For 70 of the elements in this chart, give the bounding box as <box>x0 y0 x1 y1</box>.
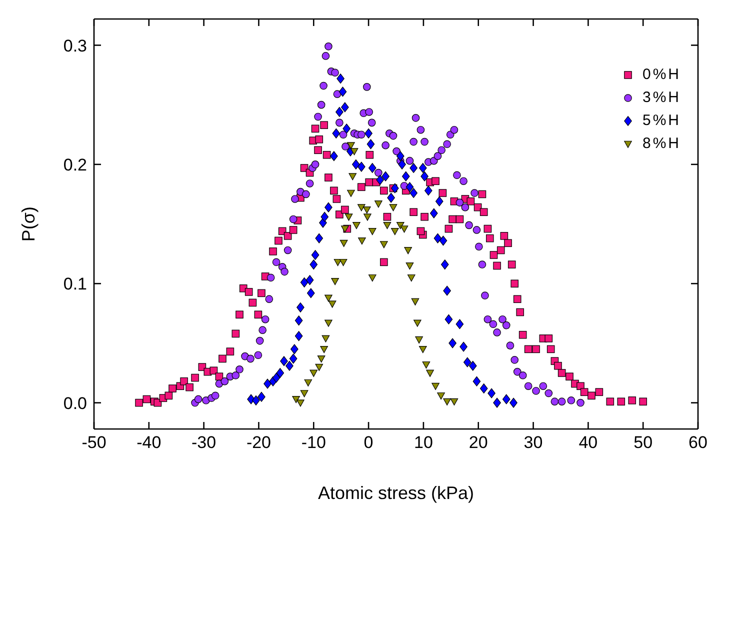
x-tick-label: 50 <box>634 433 653 452</box>
point <box>422 361 430 369</box>
point <box>310 370 318 377</box>
x-tick-label: 30 <box>524 433 543 452</box>
point <box>364 214 372 221</box>
point <box>380 241 388 248</box>
point <box>347 190 355 197</box>
x-tick-label: -30 <box>192 433 216 452</box>
legend-label: 0%H <box>642 66 681 83</box>
y-tick-label: 0.1 <box>63 274 87 294</box>
point <box>383 222 392 230</box>
point <box>432 382 440 390</box>
point <box>414 320 422 327</box>
legend-label: 3%H <box>642 89 681 106</box>
point <box>317 356 326 363</box>
point <box>322 335 330 342</box>
point <box>304 379 312 386</box>
x-tick-label: 0 <box>364 433 374 452</box>
point <box>324 320 332 327</box>
point <box>400 226 408 233</box>
point <box>404 247 412 254</box>
x-tick-label: -10 <box>301 433 326 452</box>
point <box>348 173 357 180</box>
point <box>347 142 355 150</box>
point <box>374 200 382 208</box>
point <box>334 258 342 266</box>
x-tick-label: 60 <box>688 433 708 452</box>
point <box>426 370 434 377</box>
point <box>443 398 451 406</box>
legend-label: 5%H <box>642 112 681 129</box>
point <box>411 298 420 306</box>
point <box>415 336 423 344</box>
point <box>358 204 366 212</box>
x-tick-label: 20 <box>468 433 488 452</box>
point <box>328 300 336 308</box>
point <box>358 238 366 245</box>
point <box>419 346 427 354</box>
point <box>391 228 399 236</box>
point <box>339 258 348 266</box>
x-tick-label: -50 <box>82 433 106 452</box>
legend-label: 8%H <box>642 135 681 152</box>
point <box>368 228 376 236</box>
point <box>292 396 300 404</box>
x-tick-label: -40 <box>136 433 162 452</box>
point <box>389 204 398 212</box>
point <box>331 278 339 286</box>
point <box>450 398 458 406</box>
point <box>324 294 332 302</box>
point <box>300 390 308 398</box>
point <box>406 262 414 270</box>
point <box>340 240 348 247</box>
point <box>350 148 358 156</box>
y-tick-label: 0.3 <box>63 36 87 56</box>
point <box>363 206 371 214</box>
point <box>407 274 416 282</box>
x-tick-label: 10 <box>414 433 433 452</box>
point <box>296 400 304 407</box>
point <box>344 214 353 221</box>
point <box>341 226 349 233</box>
x-axis-title: Atomic stress (kPa) <box>318 483 474 503</box>
point <box>315 364 324 371</box>
point <box>437 392 445 400</box>
point <box>352 222 360 230</box>
y-tick-label: 0.0 <box>63 394 87 413</box>
x-tick-label: -20 <box>246 433 272 452</box>
point <box>368 274 376 282</box>
y-tick-label: 0.2 <box>63 155 87 174</box>
x-tick-label: 40 <box>578 433 598 452</box>
y-axis-title: P(σ) <box>18 206 38 242</box>
point <box>320 346 328 354</box>
